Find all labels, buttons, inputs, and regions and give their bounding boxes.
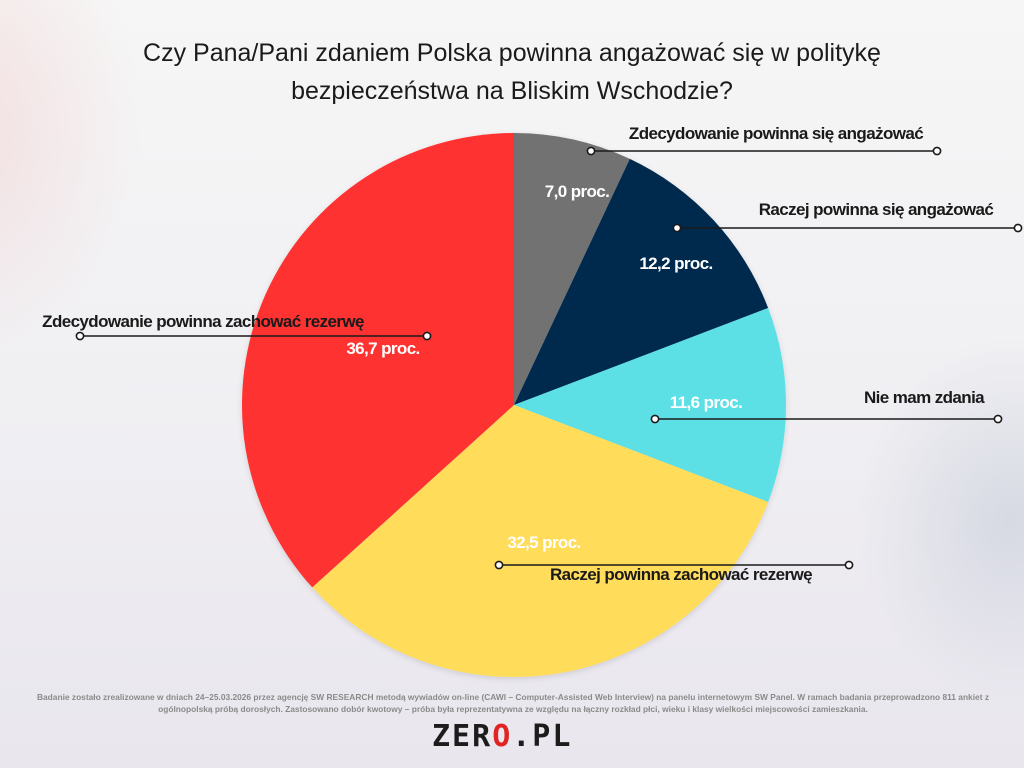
callout-dot	[650, 414, 660, 424]
logo-text-zer: ZER	[432, 719, 493, 754]
pie-slice	[312, 405, 769, 678]
callout-dot	[993, 414, 1003, 424]
callout-dot	[586, 146, 596, 156]
slice-value-label: 7,0 proc.	[545, 182, 610, 201]
chart-title: Czy Pana/Pani zdaniem Polska powinna ang…	[143, 39, 881, 105]
callout-dot	[1013, 223, 1023, 233]
zero-pl-logo: ZERO.PL	[432, 722, 612, 752]
slice-category-label: Zdecydowanie powinna zachować rezerwę	[42, 312, 364, 331]
pie-slice	[514, 158, 769, 405]
pie-slices	[242, 133, 787, 678]
slice-value-label: 12,2 proc.	[639, 254, 712, 273]
callout-dot	[75, 331, 85, 341]
pie-slice	[514, 133, 630, 405]
callout-dot	[844, 560, 854, 570]
slice-value-label: 11,6 proc.	[670, 393, 742, 412]
slice-category-label: Nie mam zdania	[864, 388, 985, 407]
survey-footnote: Badanie zostało zrealizowane w dniach 24…	[36, 692, 990, 714]
pie-slice	[514, 308, 787, 502]
callout-dot	[672, 223, 682, 233]
slice-category-label: Zdecydowanie powinna się angażować	[629, 124, 923, 143]
slice-value-label: 32,5 proc.	[507, 533, 580, 552]
logo-text-o: O	[492, 719, 513, 754]
callout-dot	[494, 560, 504, 570]
callout-dot	[932, 146, 942, 156]
slice-value-label: 36,7 proc.	[346, 339, 419, 358]
logo-text-pl: .PL	[512, 719, 573, 754]
slice-category-label: Raczej powinna się angażować	[759, 200, 994, 219]
callout-dot	[422, 331, 432, 341]
slice-category-label: Raczej powinna zachować rezerwę	[550, 565, 812, 584]
pie-slice	[242, 133, 515, 588]
